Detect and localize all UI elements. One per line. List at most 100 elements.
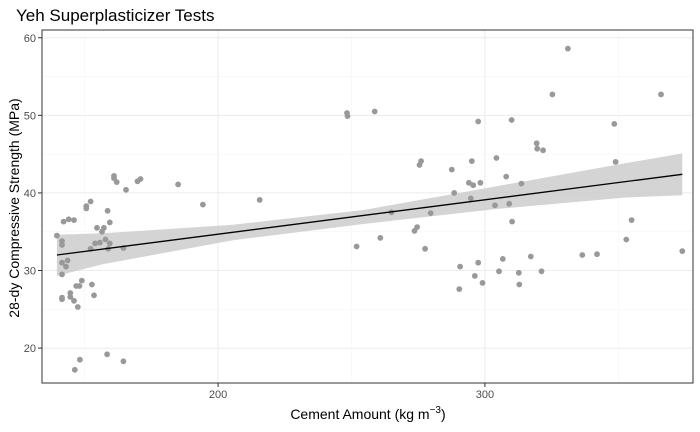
data-point xyxy=(71,217,77,224)
data-point xyxy=(353,243,360,250)
data-point xyxy=(679,248,686,255)
regression-line xyxy=(56,173,683,256)
data-point xyxy=(499,256,506,262)
data-point xyxy=(377,235,384,241)
data-point xyxy=(493,155,500,161)
data-point xyxy=(533,140,540,147)
data-point xyxy=(534,145,541,152)
data-point xyxy=(471,273,478,279)
data-point xyxy=(628,217,635,224)
data-point xyxy=(60,218,67,225)
data-point xyxy=(120,358,127,365)
data-point xyxy=(470,182,477,189)
data-point xyxy=(76,283,83,289)
data-point xyxy=(175,181,182,188)
data-point xyxy=(64,257,71,264)
y-tick-label: 40 xyxy=(24,188,36,200)
data-point xyxy=(101,224,107,231)
x-axis-label-close: ) xyxy=(441,406,446,422)
x-tick-label: 300 xyxy=(476,389,494,401)
data-point xyxy=(94,224,100,231)
data-point xyxy=(466,179,472,186)
data-point xyxy=(344,113,351,119)
data-point xyxy=(71,366,78,373)
data-point xyxy=(414,224,420,231)
x-axis: 200 300 xyxy=(209,383,494,401)
data-point xyxy=(475,259,482,266)
data-point xyxy=(477,179,484,186)
data-point xyxy=(87,198,94,205)
data-point xyxy=(59,294,65,301)
data-point xyxy=(467,195,474,202)
data-point xyxy=(89,281,95,288)
x-axis-label-superscript: −3 xyxy=(430,405,442,416)
data-point xyxy=(104,351,110,358)
data-point xyxy=(611,121,618,127)
data-point xyxy=(508,117,515,123)
data-point xyxy=(104,207,111,214)
x-axis-label: Cement Amount (kg m−3) xyxy=(290,405,445,422)
data-point xyxy=(658,91,664,98)
data-point xyxy=(59,271,65,278)
data-point xyxy=(538,268,545,275)
data-point xyxy=(97,239,103,246)
data-point xyxy=(468,158,475,165)
y-axis-label: 28-dy Compressive Strength (MPa) xyxy=(6,98,22,317)
data-point xyxy=(71,297,77,304)
data-point xyxy=(106,219,113,226)
data-point xyxy=(427,210,434,217)
data-point xyxy=(59,238,65,244)
data-point xyxy=(54,232,60,239)
data-point xyxy=(506,200,513,207)
data-point xyxy=(503,173,510,180)
data-point xyxy=(78,277,85,284)
data-point xyxy=(123,186,129,193)
y-tick-label: 20 xyxy=(24,343,36,355)
data-point xyxy=(102,236,109,243)
data-point xyxy=(518,180,525,187)
data-point xyxy=(67,290,74,296)
data-point xyxy=(371,108,378,115)
data-point xyxy=(77,356,83,363)
data-point xyxy=(565,45,571,52)
data-point xyxy=(111,173,117,179)
gridlines xyxy=(42,30,693,383)
data-point xyxy=(106,240,113,247)
data-point xyxy=(527,253,534,260)
data-points xyxy=(54,45,686,373)
data-point xyxy=(540,147,546,154)
data-point xyxy=(579,252,586,258)
data-point xyxy=(515,269,522,276)
data-point xyxy=(137,176,144,182)
data-point xyxy=(549,91,556,98)
data-point xyxy=(256,197,263,203)
data-point xyxy=(448,166,455,173)
data-point xyxy=(479,280,486,286)
data-point xyxy=(612,159,619,165)
data-point xyxy=(74,304,81,310)
data-point xyxy=(516,281,523,288)
y-tick-label: 30 xyxy=(24,266,36,278)
data-point xyxy=(457,263,463,270)
data-point xyxy=(492,202,498,209)
data-point xyxy=(65,216,72,223)
data-point xyxy=(509,218,515,225)
data-point xyxy=(418,158,424,165)
data-point xyxy=(59,259,65,266)
data-point xyxy=(451,190,458,196)
data-point xyxy=(63,263,69,270)
data-point xyxy=(113,179,120,186)
fit-line xyxy=(56,173,683,256)
x-axis-label-text: Cement Amount (kg m xyxy=(290,406,429,422)
data-point xyxy=(83,203,90,210)
y-tick-label: 50 xyxy=(24,110,36,122)
data-point xyxy=(91,292,97,299)
data-point xyxy=(200,201,206,208)
chart-title: Yeh Superplasticizer Tests xyxy=(16,6,214,25)
data-point xyxy=(475,118,482,125)
data-point xyxy=(92,240,98,247)
plot-panel-border xyxy=(41,29,694,384)
x-tick-label: 200 xyxy=(209,389,227,401)
y-axis: 20 30 40 50 60 xyxy=(24,33,42,355)
